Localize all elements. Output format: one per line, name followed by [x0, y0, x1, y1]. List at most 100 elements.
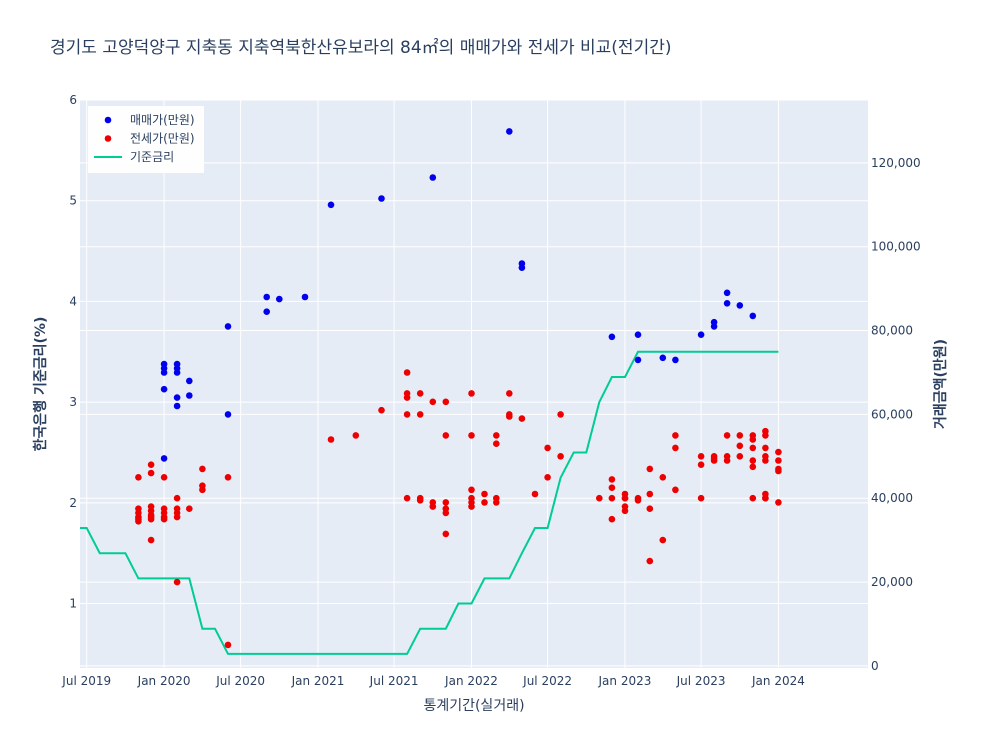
jeonse-point [646, 465, 654, 473]
jeonse-point [493, 499, 500, 506]
jeonse-point [352, 432, 360, 439]
tick-labels: Jul 2019 Jan 2020 Jul 2020 Jan 2021 Jul 2021… [61, 93, 920, 688]
jeonse-point [697, 453, 705, 460]
jeonse-point [442, 499, 450, 506]
jeonse-point [608, 515, 616, 523]
jeonse-point [147, 461, 155, 469]
sale-point [378, 195, 385, 202]
jeonse-point [659, 474, 667, 481]
sale-point [160, 369, 168, 376]
jeonse-point [416, 390, 424, 397]
jeonse-point [186, 505, 193, 512]
rate-line [80, 350, 779, 655]
jeonse-point [173, 513, 181, 521]
plot-background [80, 100, 868, 668]
jeonse-point [429, 398, 437, 406]
jeonse-point [544, 474, 551, 481]
sale-point [160, 455, 168, 462]
y-axis-left-title: 한국은행 기준금리(%) [33, 317, 49, 452]
jeonse-point [531, 490, 539, 498]
sale-point [263, 308, 271, 316]
jeonse-point [442, 530, 450, 538]
jeonse-point [659, 536, 667, 544]
jeonse-point [147, 469, 155, 477]
jeonse-point [672, 432, 679, 439]
jeonse-point [327, 436, 335, 443]
jeonse-point [147, 536, 155, 544]
jeonse-point [775, 457, 782, 464]
jeonse-point [749, 444, 757, 452]
sale-point [327, 201, 335, 209]
sale-point [173, 369, 181, 376]
x-tick-label: Jul 2022 [522, 674, 572, 688]
jeonse-point [378, 406, 385, 414]
sale-point [749, 312, 757, 320]
jeonse-point [762, 457, 769, 464]
sale-point [301, 293, 309, 301]
jeonse-point [749, 457, 757, 464]
jeonse-point [775, 499, 782, 506]
jeonse-point [646, 557, 654, 565]
y-right-tick-label: 60,000 [871, 407, 913, 421]
jeonse-point [646, 490, 654, 498]
y-right-tick-label: 40,000 [871, 491, 913, 505]
sale-point [506, 128, 513, 135]
legend-entry-label: 전세가(만원) [130, 132, 195, 146]
jeonse-point [199, 465, 206, 473]
x-tick-label: Jan 2023 [598, 674, 652, 688]
sale-point [697, 331, 705, 339]
legend: 매매가(만원) 전세가(만원) 기준금리 [88, 106, 204, 173]
jeonse-point [723, 457, 731, 464]
y-left-tick-label: 6 [69, 93, 77, 107]
sale-point [160, 385, 168, 393]
legend-swatch-marker [104, 135, 112, 142]
jeonse-point [416, 411, 424, 418]
sale-point [710, 318, 718, 326]
y-axis-right-title: 거래금액(만원) [932, 339, 949, 429]
jeonse-point [762, 444, 769, 452]
x-tick-label: Jul 2021 [369, 674, 419, 688]
y-right-tick-label: 100,000 [871, 240, 921, 254]
x-tick-label: Jan 2024 [751, 674, 805, 688]
jeonse-point [506, 390, 513, 397]
jeonse-point [493, 432, 500, 439]
jeonse-point [736, 453, 744, 460]
y-left-tick-label: 3 [69, 395, 77, 409]
grid [80, 99, 868, 668]
jeonse-point [608, 476, 616, 483]
x-tick-label: Jan 2022 [444, 674, 498, 688]
sale-point [634, 331, 642, 339]
jeonse-point [403, 369, 411, 376]
jeonse-point [749, 494, 757, 502]
jeonse-point [672, 486, 679, 494]
jeonse-point [493, 440, 500, 448]
sale-point [186, 377, 193, 385]
sale-point [723, 289, 731, 297]
jeonse-point [596, 494, 603, 502]
jeonse-point [481, 490, 488, 498]
jeonse-point [762, 432, 769, 439]
y-left-tick-label: 2 [69, 496, 77, 510]
jeonse-point [736, 432, 744, 439]
jeonse-point [147, 515, 155, 523]
sale-point [224, 411, 232, 418]
jeonse-point [403, 494, 411, 502]
sale-point [173, 394, 181, 401]
sale-point [224, 323, 232, 330]
x-tick-label: Jul 2023 [676, 674, 726, 688]
sale-point [659, 354, 667, 362]
jeonse-point [557, 411, 564, 418]
jeonse-point [710, 457, 718, 464]
jeonse-point [160, 474, 168, 481]
jeonse-point [646, 505, 654, 512]
jeonse-point [416, 497, 424, 504]
jeonse-point [749, 436, 757, 443]
jeonse-point [634, 497, 642, 504]
sale-point [186, 392, 193, 399]
x-tick-label: Jul 2020 [215, 674, 265, 688]
jeonse-point [697, 461, 705, 469]
jeonse-point [557, 453, 564, 460]
sale-point [173, 402, 181, 410]
y-left-tick-label: 5 [69, 194, 77, 208]
jeonse-point [544, 444, 551, 452]
